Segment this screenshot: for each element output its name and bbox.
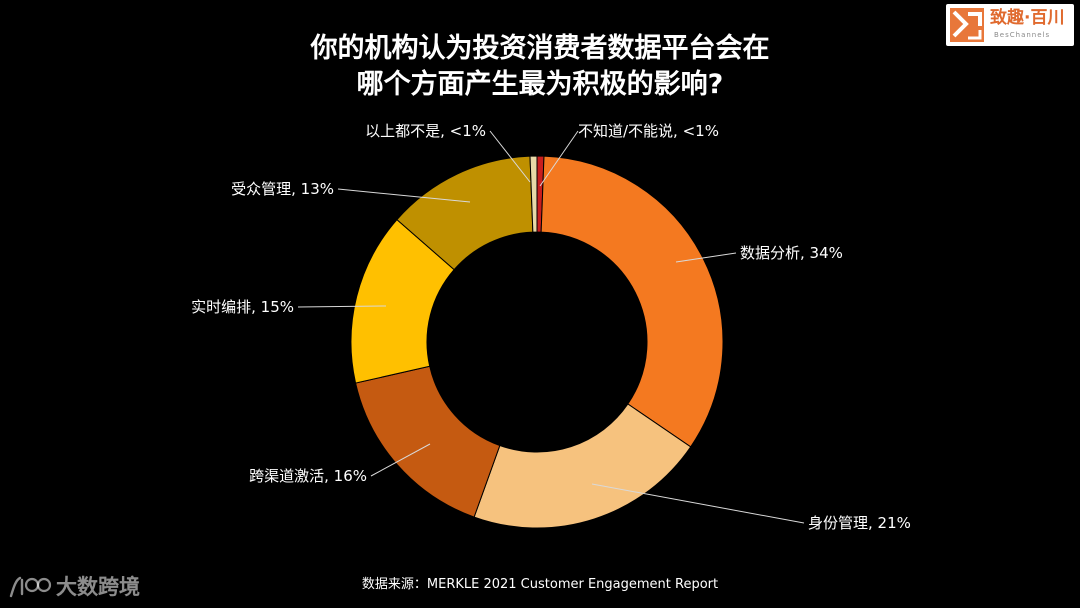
logo-name: 致趣·百川 [990,8,1065,28]
beschannels-logo-icon [950,8,984,42]
slice-2 [540,155,724,448]
slice-7 [529,155,538,233]
chart-title-line1: 你的机构认为投资消费者数据平台会在 [310,33,770,64]
slice-label-2: 数据分析, 34% [740,244,843,262]
slice-label-3: 身份管理, 21% [808,514,911,532]
leader-line-2 [675,252,737,263]
slice-label-7: 以上都不是, <1% [365,122,486,140]
slice-4 [354,365,501,518]
leader-line-5 [297,305,387,308]
watermark-text: 大数跨境 [56,575,140,599]
leader-line-3 [591,483,805,524]
slice-label-5: 实时编排, 15% [191,298,294,316]
slice-label-1: 不知道/不能说, <1% [578,122,719,140]
watermark-logo-icon [9,576,52,598]
leader-line-7 [489,130,531,183]
chart-title-line2: 哪个方面产生最为积极的影响? [356,69,724,100]
slice-3 [473,403,692,529]
donut-labels: 不知道/不能说, <1% 数据分析, 34% 身份管理, 21% 跨渠道激活, 16%… [191,122,911,532]
donut-slices [350,155,724,529]
logo-subtitle: BesChannels [994,31,1051,39]
leader-line-4 [370,443,431,477]
slice-label-6: 受众管理, 13% [231,180,334,198]
leader-line-1 [539,130,579,187]
slice-label-4: 跨渠道激活, 16% [249,467,367,485]
beschannels-logo: 致趣·百川 BesChannels [946,4,1074,46]
leader-line-6 [337,188,471,203]
data-source: 数据来源：MERKLE 2021 Customer Engagement Rep… [361,577,719,592]
